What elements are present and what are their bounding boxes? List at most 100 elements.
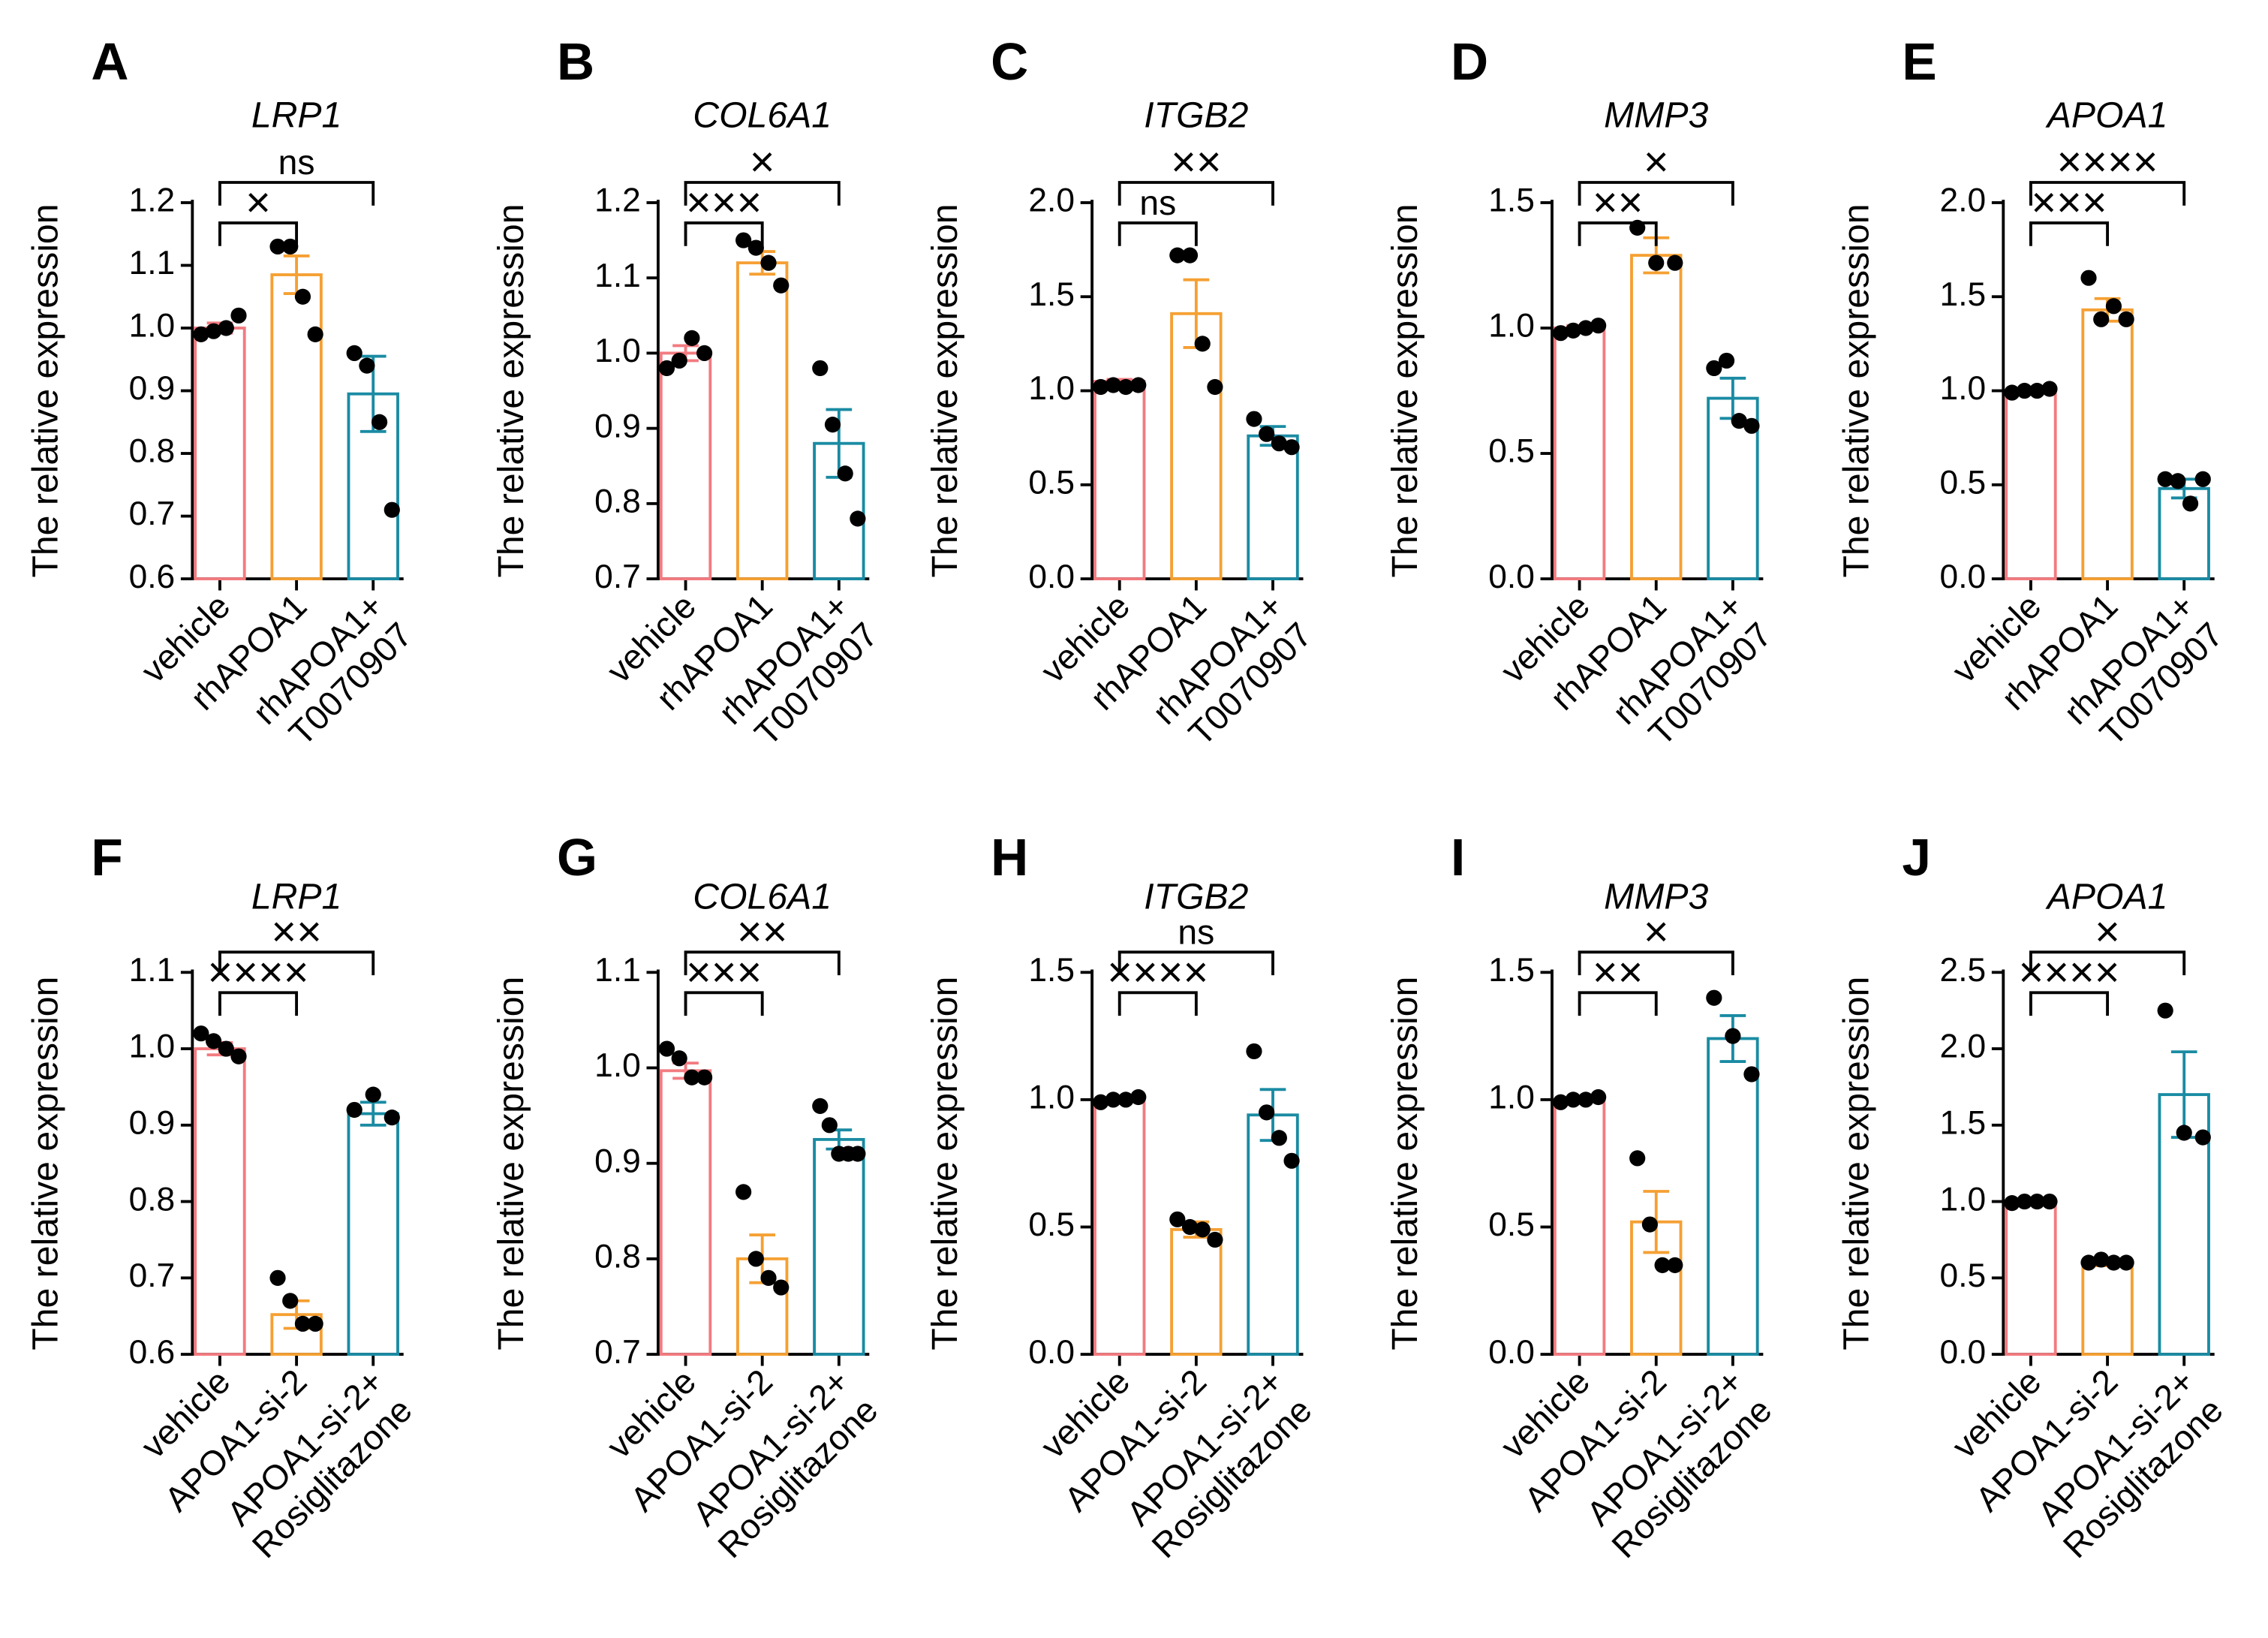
significance-label: ×× — [1593, 948, 1644, 996]
y-tick-label: 1.0 — [594, 1047, 641, 1084]
data-point — [307, 326, 323, 342]
data-point — [205, 1033, 222, 1049]
y-tick-label: 0.5 — [1940, 1257, 1987, 1294]
significance-label: ×× — [271, 908, 322, 956]
significance-bracket — [1578, 950, 1734, 976]
y-axis-label: The relative expression — [925, 204, 965, 578]
y-tick-label: 0.9 — [129, 1105, 176, 1142]
data-point — [735, 232, 752, 248]
panel-label: D — [1451, 32, 1488, 91]
data-point — [2157, 1002, 2173, 1019]
data-point — [294, 1315, 311, 1332]
significance-bracket — [684, 950, 841, 976]
data-point — [1667, 1257, 1683, 1273]
data-point — [1725, 1028, 1741, 1044]
y-tick-label: 1.0 — [594, 333, 641, 369]
panel-label: C — [991, 32, 1028, 91]
panel-title: APOA1 — [2045, 95, 2168, 136]
significance-bracket — [2029, 991, 2109, 1016]
data-point — [2194, 1129, 2211, 1146]
data-point — [1731, 413, 1747, 429]
data-point — [2080, 1254, 2097, 1271]
significance-label: ××× — [686, 179, 762, 227]
data-point — [747, 239, 764, 256]
significance-bracket — [2029, 950, 2186, 976]
y-tick-label: 2.0 — [1940, 182, 1987, 219]
y-tick-label: 1.1 — [129, 952, 176, 989]
data-point — [1169, 1211, 1186, 1227]
data-point — [1271, 1130, 1287, 1146]
panel: G COL6A1 The relative expression 0.7 0.8 0.9 1… — [491, 828, 885, 1565]
bar — [659, 1069, 712, 1356]
data-point — [671, 1050, 687, 1067]
data-point — [696, 1069, 713, 1085]
y-tick-label: 1.0 — [1940, 1181, 1987, 1218]
bar — [2081, 308, 2134, 580]
y-tick-label: 0.7 — [594, 559, 641, 595]
data-point — [1093, 1094, 1109, 1110]
significance-bracket — [1578, 991, 1658, 1016]
panel-label: F — [91, 828, 122, 887]
significance-label: ×× — [737, 908, 788, 956]
y-tick-label: 0.6 — [129, 1334, 176, 1371]
data-point — [2105, 1254, 2122, 1271]
data-point — [1093, 378, 1109, 396]
bar — [1093, 380, 1146, 580]
significance-label: ×× — [1171, 138, 1222, 186]
significance-label: ×××× — [2057, 138, 2158, 186]
y-tick-label: 0.0 — [1488, 1334, 1535, 1371]
panel-label: I — [1451, 828, 1465, 887]
data-point — [1706, 360, 1722, 377]
data-point — [658, 1040, 675, 1057]
y-tick-label: 0.0 — [1940, 559, 1987, 595]
data-point — [1565, 1091, 1581, 1108]
data-point — [294, 288, 311, 305]
y-tick-label: 0.5 — [1488, 1206, 1535, 1243]
panel-title: ITGB2 — [1144, 95, 1248, 136]
y-tick-label: 0.9 — [594, 1143, 641, 1179]
data-point — [282, 238, 299, 255]
data-point — [1743, 417, 1760, 434]
data-point — [1648, 254, 1665, 271]
panel-title: LRP1 — [251, 95, 342, 136]
data-point — [1629, 1150, 1646, 1167]
data-point — [2105, 298, 2122, 315]
data-point — [269, 238, 286, 255]
bar — [735, 261, 789, 580]
data-point — [384, 501, 400, 518]
bar — [2005, 389, 2057, 580]
data-point — [837, 465, 853, 482]
data-point — [2118, 311, 2134, 327]
data-point — [218, 1040, 234, 1057]
data-point — [760, 1269, 777, 1286]
data-point — [1181, 247, 1199, 263]
data-point — [359, 357, 375, 374]
y-tick-label: 1.2 — [594, 182, 641, 219]
y-tick-label: 0.5 — [1488, 433, 1535, 470]
data-point — [1578, 320, 1594, 336]
x-tick-label: APOA1-si-2+Rosiglitazone — [1119, 1362, 1319, 1565]
significance-label: ns — [1178, 912, 1214, 951]
panel: C ITGB2 The relative expression 0.0 0.5 1.0 1.… — [925, 32, 1319, 753]
panel: J APOA1 The relative expression 0.0 0.5 1.0 1.… — [1836, 828, 2230, 1565]
panel-title: COL6A1 — [693, 95, 832, 136]
bar — [1553, 327, 1606, 580]
significance-bracket — [1117, 991, 1198, 1016]
significance-bracket — [684, 221, 764, 246]
panel-title: ITGB2 — [1144, 876, 1248, 917]
data-point — [2041, 1193, 2058, 1210]
panel-label: B — [557, 32, 594, 91]
data-point — [193, 1025, 209, 1042]
data-point — [2029, 1193, 2045, 1210]
y-tick-label: 1.5 — [1488, 952, 1535, 989]
significance-label: ××× — [686, 948, 762, 996]
y-tick-label: 0.8 — [594, 483, 641, 520]
data-point — [1641, 1216, 1659, 1233]
data-point — [1283, 1152, 1300, 1169]
data-point — [1207, 1231, 1223, 1248]
y-tick-label: 0.0 — [1488, 559, 1535, 595]
data-point — [747, 1251, 764, 1267]
panel-title: MMP3 — [1604, 95, 1708, 136]
significance-bracket — [1578, 181, 1734, 206]
panel-title: MMP3 — [1604, 876, 1708, 917]
